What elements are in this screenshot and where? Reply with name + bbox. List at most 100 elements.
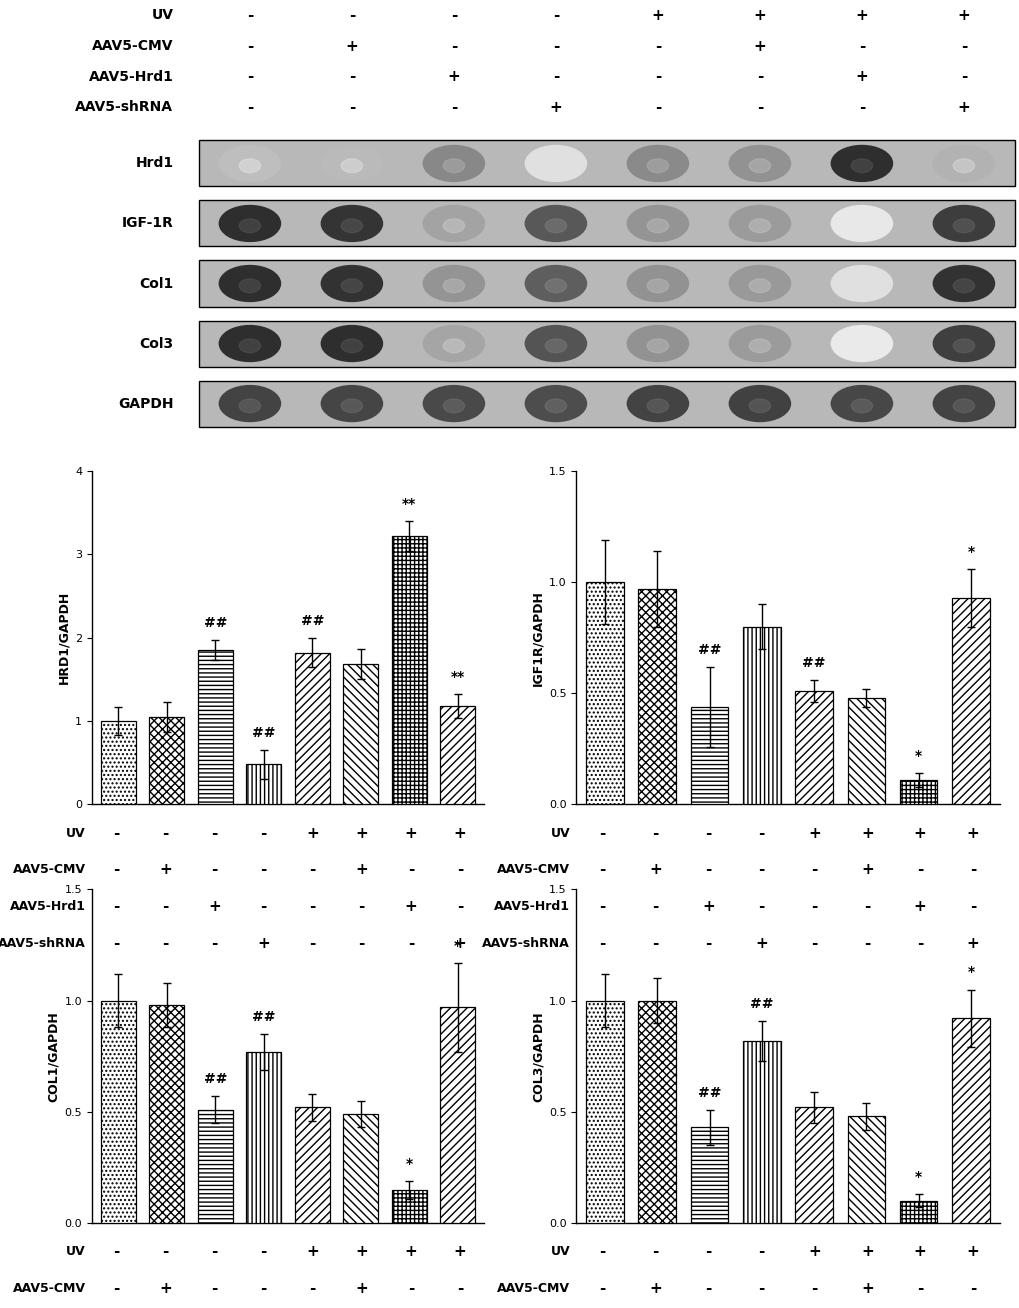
Ellipse shape (729, 326, 790, 361)
Bar (343, 1114, 378, 1223)
Text: ##: ## (802, 655, 825, 670)
Ellipse shape (238, 399, 261, 413)
Bar (391, 536, 426, 804)
Text: -: - (408, 862, 414, 878)
Text: ##: ## (204, 1073, 227, 1086)
Text: +: + (966, 1244, 978, 1260)
Ellipse shape (544, 339, 567, 353)
Ellipse shape (423, 386, 484, 421)
Ellipse shape (952, 218, 974, 233)
Bar (343, 664, 378, 804)
Text: +: + (453, 1244, 466, 1260)
Text: +: + (753, 38, 765, 54)
Bar (101, 721, 136, 804)
Text: -: - (260, 825, 267, 841)
Ellipse shape (525, 266, 586, 301)
Ellipse shape (321, 326, 382, 361)
Text: **: ** (450, 670, 465, 684)
Ellipse shape (748, 279, 770, 293)
Ellipse shape (525, 326, 586, 361)
Text: +: + (860, 1244, 873, 1260)
Text: -: - (654, 69, 660, 84)
Text: -: - (863, 899, 869, 914)
Text: -: - (810, 935, 817, 951)
Text: -: - (652, 1244, 658, 1260)
Ellipse shape (340, 279, 363, 293)
Ellipse shape (238, 158, 261, 173)
Text: -: - (211, 825, 217, 841)
Ellipse shape (952, 399, 974, 413)
Bar (440, 1007, 475, 1223)
Ellipse shape (544, 399, 567, 413)
Bar (199, 260, 1014, 306)
Text: +: + (966, 935, 978, 951)
Text: -: - (359, 899, 365, 914)
Ellipse shape (748, 339, 770, 353)
Ellipse shape (850, 158, 872, 173)
Text: -: - (757, 862, 764, 878)
Text: +: + (257, 935, 270, 951)
Ellipse shape (952, 339, 974, 353)
Text: ##: ## (252, 1010, 275, 1024)
Text: +: + (860, 825, 873, 841)
Text: *: * (914, 1171, 921, 1184)
Ellipse shape (932, 326, 994, 361)
Text: +: + (208, 899, 221, 914)
Ellipse shape (748, 218, 770, 233)
Text: UV: UV (66, 827, 86, 840)
Bar (586, 1001, 624, 1223)
Text: -: - (113, 862, 119, 878)
Y-axis label: COL3/GAPDH: COL3/GAPDH (531, 1011, 544, 1101)
Bar (638, 1001, 676, 1223)
Text: -: - (260, 899, 267, 914)
Ellipse shape (340, 339, 363, 353)
Text: -: - (113, 935, 119, 951)
Text: +: + (355, 1281, 368, 1296)
Text: -: - (599, 899, 605, 914)
Text: -: - (552, 38, 558, 54)
Text: GAPDH: GAPDH (118, 396, 173, 411)
Text: +: + (345, 38, 358, 54)
Text: *: * (966, 544, 973, 559)
Bar (742, 627, 780, 804)
Ellipse shape (647, 218, 668, 233)
Text: -: - (705, 1281, 711, 1296)
Bar (247, 1052, 281, 1223)
Ellipse shape (238, 218, 261, 233)
Text: -: - (858, 99, 864, 115)
Text: +: + (913, 1244, 925, 1260)
Text: -: - (247, 69, 253, 84)
Text: -: - (309, 1281, 316, 1296)
Text: +: + (807, 825, 820, 841)
Text: +: + (649, 1281, 661, 1296)
Text: -: - (309, 862, 316, 878)
Ellipse shape (748, 158, 770, 173)
Text: -: - (260, 862, 267, 878)
Text: +: + (957, 99, 969, 115)
Bar (198, 1109, 232, 1223)
Text: +: + (355, 862, 368, 878)
Bar (847, 1116, 884, 1223)
Text: +: + (355, 1244, 368, 1260)
Text: AAV5-Hrd1: AAV5-Hrd1 (89, 69, 173, 84)
Text: AAV5-CMV: AAV5-CMV (92, 39, 173, 54)
Ellipse shape (321, 266, 382, 301)
Text: -: - (960, 38, 966, 54)
Ellipse shape (340, 399, 363, 413)
Ellipse shape (729, 266, 790, 301)
Ellipse shape (932, 205, 994, 242)
Text: -: - (960, 69, 966, 84)
Text: -: - (858, 38, 864, 54)
Text: +: + (306, 1244, 319, 1260)
Text: UV: UV (550, 827, 570, 840)
Ellipse shape (627, 205, 688, 242)
Text: AAV5-Hrd1: AAV5-Hrd1 (9, 900, 86, 913)
Text: -: - (552, 8, 558, 22)
Bar (199, 200, 1014, 246)
Ellipse shape (443, 158, 465, 173)
Text: -: - (408, 1281, 414, 1296)
Text: +: + (860, 1281, 873, 1296)
Text: -: - (309, 899, 316, 914)
Bar (795, 1108, 833, 1223)
Ellipse shape (219, 205, 280, 242)
